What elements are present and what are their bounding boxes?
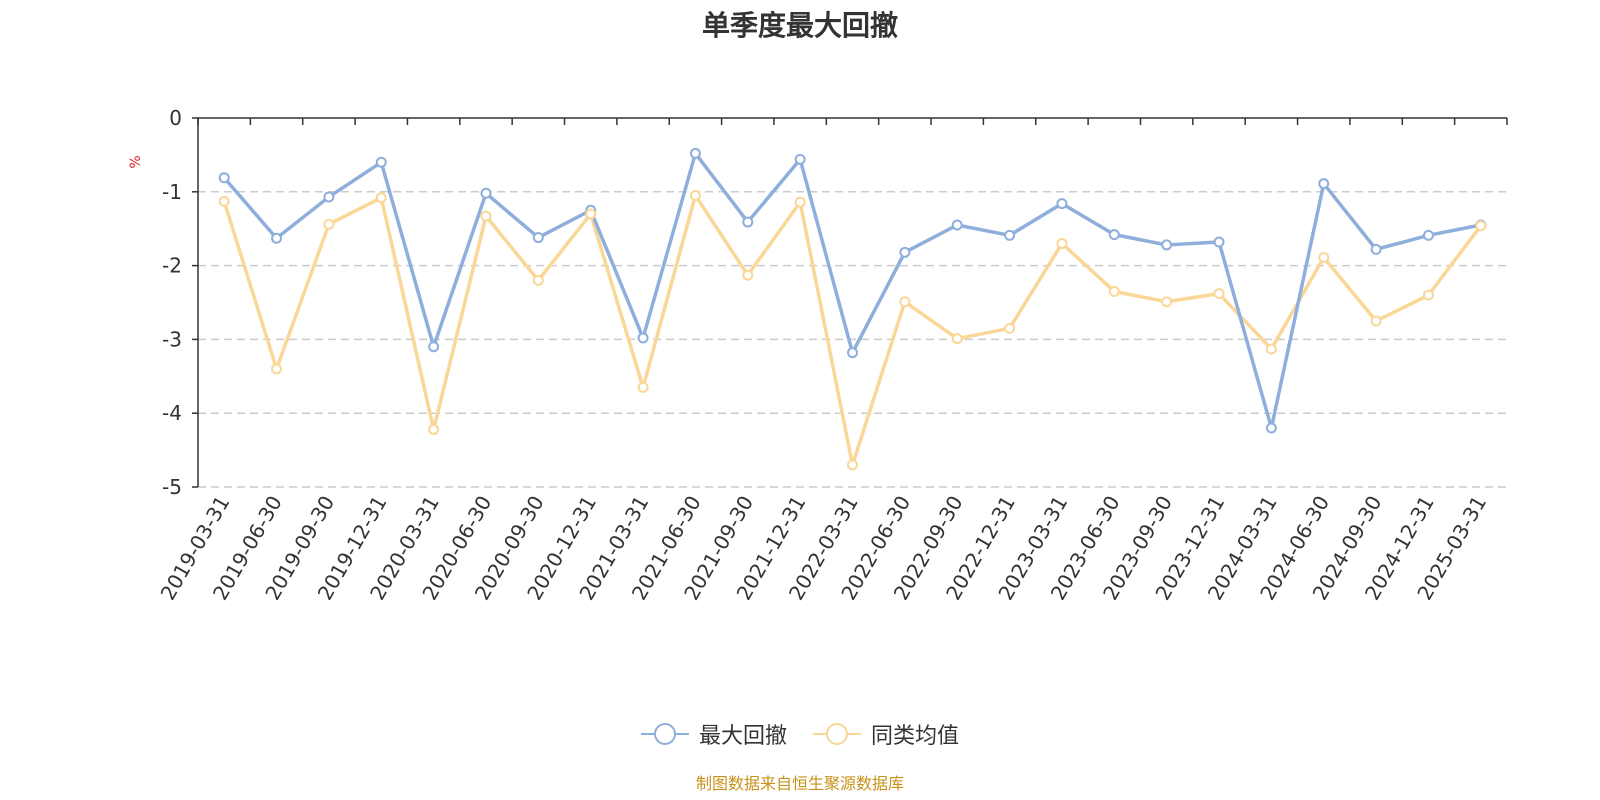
y-axis-label: % [128, 155, 144, 168]
data-point[interactable] [1370, 243, 1382, 255]
data-point[interactable] [1422, 289, 1434, 301]
data-point[interactable] [1056, 237, 1068, 249]
legend-line-circle-icon [640, 723, 689, 745]
data-point[interactable] [1318, 178, 1330, 190]
data-point[interactable] [1004, 322, 1016, 334]
grid-lines [198, 191, 1507, 488]
data-point[interactable] [742, 269, 754, 281]
data-point[interactable] [532, 232, 544, 244]
data-point[interactable] [1108, 285, 1120, 297]
chart-title: 单季度最大回撤 [701, 9, 898, 42]
data-point[interactable] [847, 347, 858, 359]
legend-label: 最大回撤 [698, 724, 787, 749]
data-point[interactable] [323, 218, 335, 230]
data-point[interactable] [637, 381, 649, 393]
data-point[interactable] [585, 208, 597, 220]
legend: 最大回撤 同类均值 [0, 718, 1600, 750]
data-point[interactable] [637, 332, 649, 344]
legend-item-category-average[interactable]: 同类均值 [813, 718, 959, 750]
data-point[interactable] [689, 147, 701, 159]
y-tick-label: -2 [162, 254, 182, 278]
y-tick-label: 0 [169, 106, 182, 130]
legend-item-max-drawdown[interactable]: 最大回撤 [640, 718, 787, 750]
legend-line-circle-icon [813, 723, 861, 745]
data-point[interactable] [218, 172, 230, 184]
data-point[interactable] [1265, 343, 1277, 355]
data-point[interactable] [480, 210, 492, 222]
data-point[interactable] [899, 296, 911, 308]
data-point[interactable] [1265, 422, 1277, 434]
line-chart: 0-1-2-3-4-5 2019-03-312019-06-302019-09-… [128, 106, 1508, 604]
data-point[interactable] [532, 274, 544, 286]
y-tick-label: -5 [162, 475, 182, 499]
data-point[interactable] [1370, 315, 1382, 327]
y-tick-label: -4 [162, 401, 182, 425]
series-line [222, 151, 1482, 430]
data-point[interactable] [1161, 239, 1173, 251]
data-point[interactable] [951, 333, 963, 345]
data-point[interactable] [742, 216, 754, 228]
data-point[interactable] [1213, 288, 1225, 300]
data-point[interactable] [951, 219, 963, 231]
data-point[interactable] [1213, 236, 1225, 248]
y-tick-label: -3 [162, 327, 182, 351]
data-point[interactable] [794, 153, 806, 165]
legend-label: 同类均值 [871, 724, 960, 749]
data-point[interactable] [1004, 229, 1016, 241]
series-layer [218, 147, 1487, 471]
data-point[interactable] [1108, 229, 1120, 241]
data-point[interactable] [899, 246, 911, 258]
data-point[interactable] [1475, 220, 1487, 232]
data-point[interactable] [1161, 296, 1173, 308]
data-point[interactable] [375, 156, 387, 168]
data-point[interactable] [480, 187, 492, 199]
y-tick-label: -1 [162, 180, 182, 204]
data-point[interactable] [1056, 198, 1068, 210]
data-point[interactable] [271, 363, 283, 375]
data-point[interactable] [847, 459, 858, 471]
data-point[interactable] [218, 195, 230, 207]
data-point[interactable] [689, 189, 701, 201]
data-source-note: 制图数据来自恒生聚源数据库 [695, 774, 904, 793]
data-point[interactable] [323, 191, 335, 203]
data-point[interactable] [271, 232, 283, 244]
y-axis: 0 -1 -2 -3 -4 -5 [162, 106, 199, 499]
data-point[interactable] [794, 196, 806, 208]
data-point[interactable] [375, 192, 387, 204]
data-point[interactable] [428, 341, 440, 353]
data-point[interactable] [1422, 229, 1434, 241]
data-point[interactable] [428, 423, 440, 435]
data-point[interactable] [1318, 251, 1330, 263]
